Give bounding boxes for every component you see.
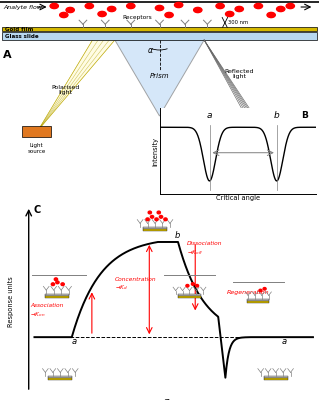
- Circle shape: [164, 218, 167, 221]
- Circle shape: [254, 3, 263, 9]
- Bar: [264, 378, 287, 380]
- Circle shape: [165, 12, 173, 18]
- Circle shape: [56, 281, 59, 284]
- Circle shape: [191, 283, 195, 285]
- Circle shape: [98, 11, 106, 17]
- Bar: [48, 376, 72, 378]
- Bar: [246, 113, 270, 124]
- Circle shape: [267, 12, 275, 18]
- Circle shape: [194, 7, 202, 13]
- Bar: [178, 294, 201, 296]
- Text: Glass slide: Glass slide: [5, 34, 38, 38]
- Circle shape: [174, 2, 183, 8]
- Text: 300 nm: 300 nm: [228, 20, 248, 26]
- Bar: [46, 296, 69, 298]
- Text: Light
source: Light source: [27, 143, 46, 154]
- Text: Gold film: Gold film: [5, 27, 33, 32]
- Text: Receptors: Receptors: [122, 14, 152, 20]
- Circle shape: [235, 6, 243, 12]
- Bar: [2, 27, 317, 31]
- Bar: [46, 294, 69, 296]
- Circle shape: [54, 278, 57, 281]
- Text: Response units: Response units: [9, 276, 14, 327]
- Polygon shape: [38, 40, 115, 130]
- Circle shape: [157, 211, 160, 214]
- Bar: [143, 227, 167, 229]
- Circle shape: [60, 12, 68, 18]
- Text: C: C: [33, 205, 40, 215]
- Text: b: b: [175, 232, 181, 240]
- X-axis label: Critical angle: Critical angle: [216, 195, 260, 201]
- Circle shape: [263, 288, 266, 290]
- Y-axis label: Intensity: Intensity: [152, 136, 158, 166]
- Circle shape: [51, 283, 55, 286]
- Text: Prism: Prism: [150, 73, 169, 79]
- Text: Dissociation
→K$_{off}$: Dissociation →K$_{off}$: [187, 242, 222, 256]
- Bar: [2, 32, 317, 40]
- Circle shape: [277, 6, 285, 12]
- Text: A: A: [3, 50, 12, 60]
- Circle shape: [160, 216, 163, 218]
- Text: Polarised
light: Polarised light: [51, 85, 79, 95]
- Bar: [247, 298, 270, 300]
- Circle shape: [50, 3, 58, 9]
- Bar: [178, 296, 201, 298]
- Text: Detector: Detector: [273, 116, 300, 121]
- Bar: [247, 300, 270, 303]
- Circle shape: [226, 11, 234, 17]
- Bar: [143, 229, 167, 231]
- Polygon shape: [115, 40, 204, 116]
- Circle shape: [286, 3, 294, 9]
- Text: b: b: [274, 111, 280, 120]
- Bar: [264, 376, 287, 378]
- Text: Concentration
→K$_d$: Concentration →K$_d$: [115, 277, 156, 292]
- Circle shape: [146, 218, 149, 221]
- Circle shape: [186, 284, 189, 287]
- Circle shape: [259, 289, 262, 292]
- Text: Regeneration: Regeneration: [227, 290, 270, 295]
- Text: $\alpha$: $\alpha$: [147, 46, 154, 55]
- Text: a: a: [281, 337, 286, 346]
- Circle shape: [150, 216, 154, 218]
- Text: a: a: [72, 337, 77, 346]
- Text: Analyte flow: Analyte flow: [3, 4, 42, 10]
- Text: Reflected
light: Reflected light: [225, 69, 254, 79]
- Circle shape: [148, 211, 152, 214]
- Circle shape: [85, 3, 93, 9]
- Circle shape: [108, 6, 116, 12]
- Bar: [48, 378, 72, 380]
- Text: Association
→K$_{on}$: Association →K$_{on}$: [30, 304, 63, 318]
- Text: Time: Time: [164, 398, 181, 400]
- Bar: [22, 126, 51, 137]
- Circle shape: [127, 3, 135, 9]
- Circle shape: [155, 5, 164, 11]
- Text: a: a: [207, 111, 212, 120]
- Circle shape: [196, 284, 199, 287]
- Circle shape: [216, 3, 224, 9]
- Circle shape: [61, 283, 64, 286]
- Text: B: B: [301, 112, 308, 120]
- Circle shape: [155, 218, 158, 221]
- Circle shape: [66, 7, 74, 13]
